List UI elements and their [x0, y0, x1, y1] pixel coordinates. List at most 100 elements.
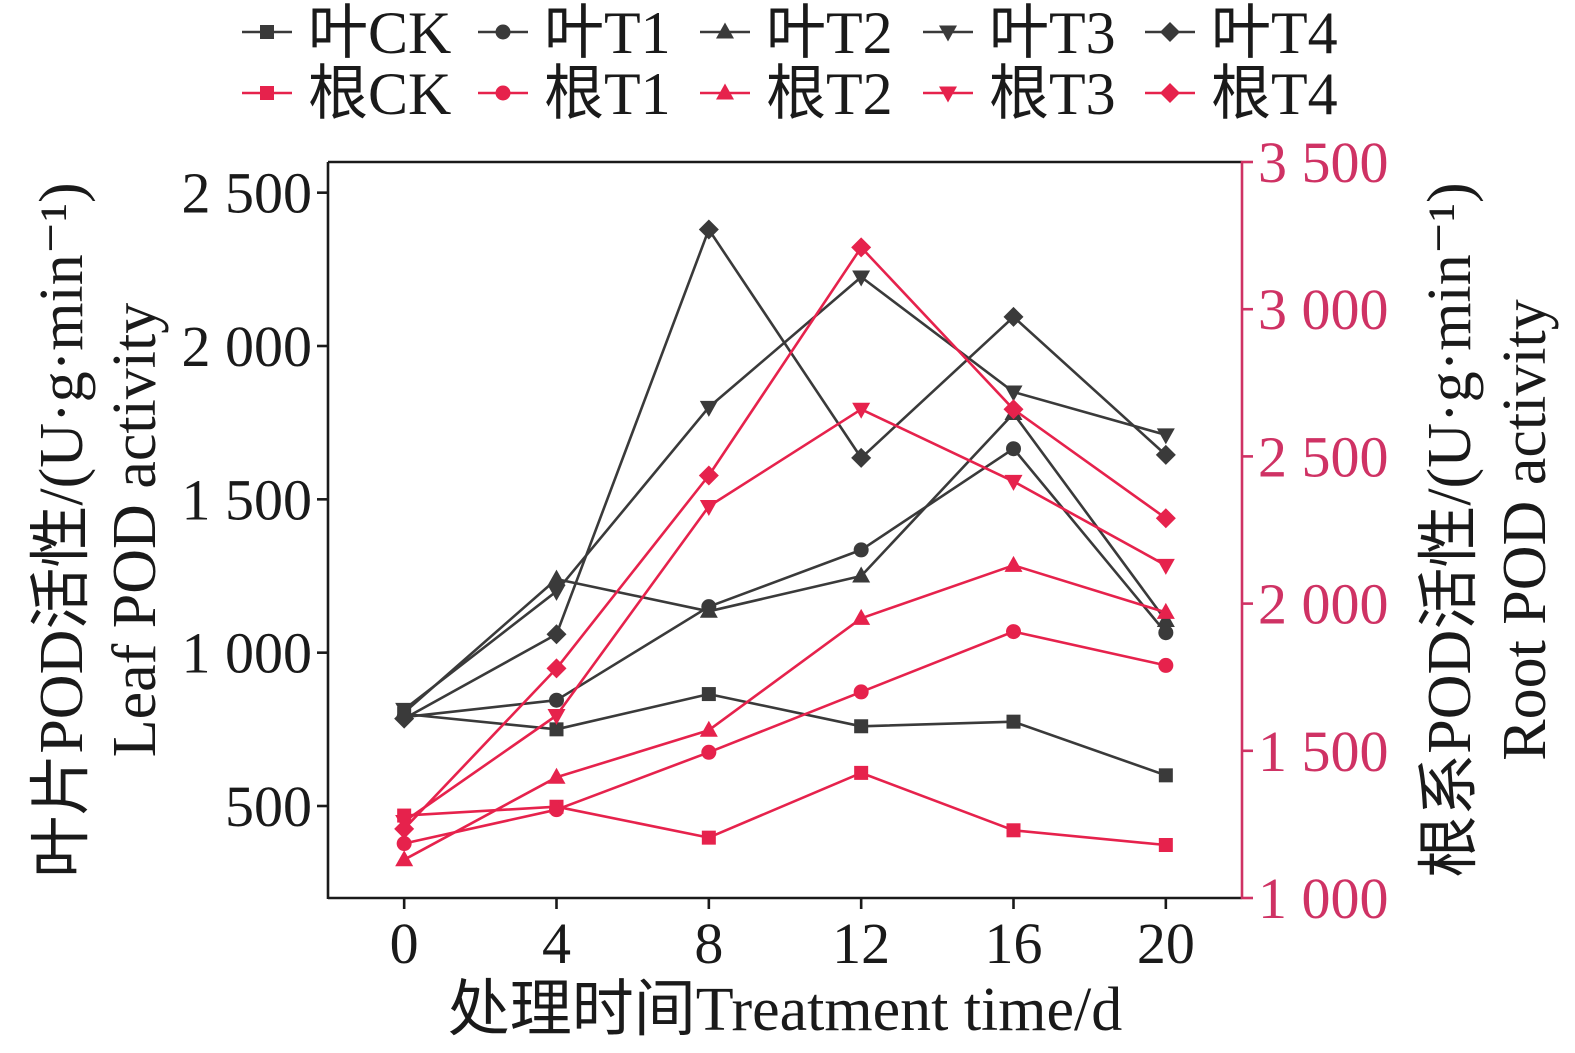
y-left-tick-label: 1 000 [182, 621, 313, 686]
series-9-point-4 [1003, 399, 1024, 420]
series-4 [394, 219, 1176, 729]
series-8-point-3 [852, 402, 871, 419]
legend-marker-3 [939, 25, 957, 42]
legend-entry-0: 叶CK [242, 0, 451, 66]
legend-marker-7 [716, 83, 734, 100]
legend-marker-1 [495, 24, 511, 40]
series-8-line [403, 407, 1167, 823]
x-tick-label: 8 [694, 911, 723, 976]
series-7-point-3 [852, 608, 871, 625]
series-2-point-1 [547, 569, 566, 586]
legend-entry-7: 根T2 [700, 61, 893, 127]
series-8-point-1 [547, 708, 566, 725]
series-7-line [403, 563, 1167, 861]
legend-label-2: 叶T2 [766, 0, 893, 66]
legend-label-9: 根T4 [1211, 61, 1338, 127]
y-right-axis-title-cn: 根系POD活性/(U·g·min⁻¹) [1416, 182, 1484, 877]
series-4-point-3 [851, 447, 872, 468]
legend-label-1: 叶T1 [544, 0, 671, 66]
x-tick-label: 0 [390, 911, 419, 976]
series-1-point-3 [853, 542, 869, 558]
series-7-point-0 [395, 850, 414, 867]
series-5-point-4 [1006, 823, 1021, 838]
y-right-tick-label: 2 500 [1258, 424, 1389, 489]
legend-label-4: 叶T4 [1211, 0, 1338, 66]
series-1 [396, 441, 1174, 725]
series-6-line [403, 630, 1167, 845]
legend-entry-2: 叶T2 [700, 0, 893, 66]
legend-label-3: 叶T3 [989, 0, 1116, 66]
series-9 [394, 237, 1176, 839]
series-7-point-4 [1004, 555, 1023, 572]
legend: 叶CK 叶T1 叶T2 叶T3 叶T4 根CK 根T1 根T2 根T3 根T4 [242, 0, 1338, 127]
series-0-point-4 [1006, 714, 1021, 729]
series-6-point-5 [1158, 657, 1174, 673]
series-4-point-1 [546, 624, 567, 645]
series-5-point-3 [854, 765, 869, 780]
series-8-point-2 [699, 499, 718, 516]
series-6-point-1 [549, 802, 564, 818]
legend-marker-5 [260, 86, 274, 100]
x-tick-label: 20 [1137, 911, 1195, 976]
legend-entry-5: 根CK [242, 61, 451, 127]
series-9-line [403, 246, 1167, 830]
legend-entry-1: 叶T1 [478, 0, 671, 66]
y-right-tick-label: 1 500 [1258, 719, 1389, 784]
series-2 [395, 403, 1175, 719]
legend-entry-8: 根T3 [923, 61, 1116, 127]
y-left-axis-title-en: Leaf POD activity [101, 303, 169, 758]
series-8-point-5 [1156, 558, 1175, 575]
series-6-point-2 [701, 744, 717, 760]
legend-entry-3: 叶T3 [923, 0, 1116, 66]
plot-area [394, 219, 1176, 867]
series-0-line [404, 692, 1167, 777]
legend-marker-8 [939, 86, 957, 103]
y-left-axis-title-cn: 叶片POD活性/(U·g·min⁻¹) [28, 182, 96, 877]
series-3-point-1 [547, 584, 566, 601]
series-7 [395, 555, 1175, 867]
series-1-line [404, 447, 1167, 719]
series-2-point-2 [699, 601, 718, 618]
y-left-tick-label: 2 500 [182, 161, 313, 226]
legend-marker-0 [260, 25, 274, 39]
y-right-tick-label: 2 000 [1258, 572, 1389, 637]
series-9-point-0 [394, 818, 415, 839]
legend-marker-2 [716, 22, 734, 39]
series-4-point-4 [1003, 306, 1024, 327]
series-6-point-0 [396, 836, 412, 852]
legend-marker-6 [495, 85, 511, 101]
series-0-point-1 [549, 722, 564, 737]
series-4-point-0 [394, 708, 415, 729]
series-7-point-2 [699, 720, 718, 737]
series-7-point-5 [1156, 602, 1175, 619]
x-tick-label: 12 [832, 911, 890, 976]
legend-label-5: 根CK [308, 61, 451, 127]
series-0-point-3 [854, 719, 869, 734]
series-6-point-4 [1006, 624, 1021, 640]
axes: 0 4 8 12 16 20 500 1 000 1 500 2 000 2 500 1 000 1 5… [182, 130, 1389, 976]
y-right-tick-label: 3 500 [1258, 130, 1389, 195]
series-3 [395, 270, 1175, 719]
series-3-point-5 [1156, 428, 1175, 445]
legend-entry-9: 根T4 [1145, 61, 1338, 127]
series-8-point-4 [1004, 474, 1023, 491]
series-0-point-5 [1158, 768, 1173, 783]
legend-label-8: 根T3 [989, 61, 1116, 127]
x-tick-label: 16 [985, 911, 1043, 976]
series-0 [397, 687, 1173, 783]
series-3-point-4 [1004, 385, 1023, 402]
series-4-line [403, 228, 1167, 720]
legend-label-0: 叶CK [308, 0, 451, 66]
series-0-point-2 [701, 687, 716, 702]
series-3-point-3 [852, 270, 871, 287]
legend-label-7: 根T2 [766, 61, 893, 127]
y-right-tick-label: 3 000 [1258, 277, 1389, 342]
series-3-point-2 [699, 400, 718, 417]
series-4-point-5 [1155, 444, 1176, 465]
series-1-point-5 [1158, 625, 1174, 641]
series-5-point-5 [1158, 838, 1173, 853]
series-9-point-3 [851, 237, 872, 258]
legend-marker-9 [1160, 83, 1180, 103]
